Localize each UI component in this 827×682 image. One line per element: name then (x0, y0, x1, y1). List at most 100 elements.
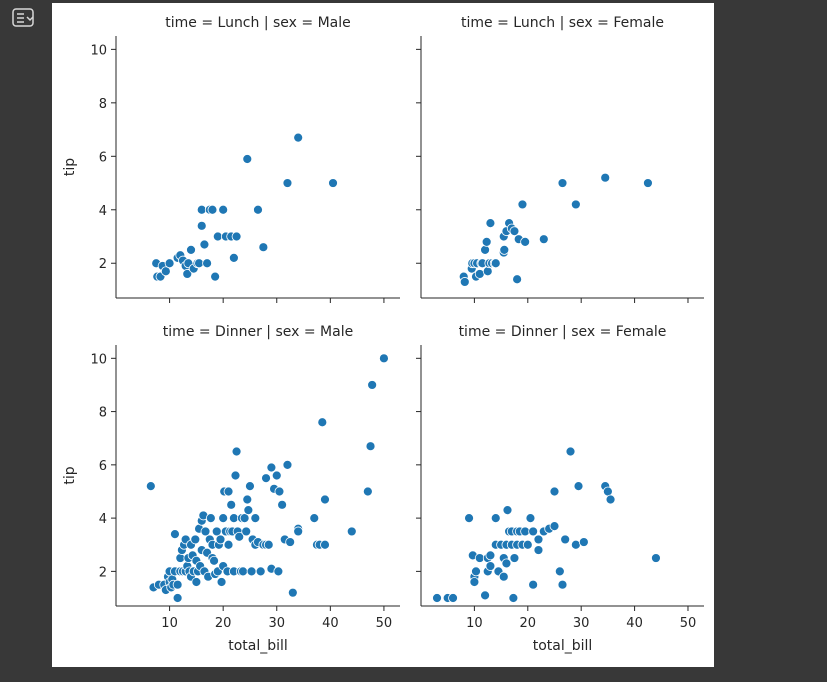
scatter-point (565, 446, 576, 457)
scatter-point (557, 579, 568, 590)
scatter-point (200, 526, 211, 537)
scatter-point (215, 534, 226, 545)
y-tick-label: 8 (99, 97, 107, 112)
scatter-point (231, 231, 242, 242)
scatter-point (362, 486, 373, 497)
scatter-point (557, 178, 568, 188)
scatter-point (379, 353, 389, 364)
facet-title: time = Dinner | sex = Female (459, 324, 667, 340)
y-tick-label: 2 (99, 257, 107, 272)
scatter-point (573, 481, 584, 492)
scatter-point (234, 531, 245, 542)
scatter-point (218, 513, 229, 524)
scatter-point (202, 258, 212, 269)
scatter-point (218, 204, 229, 215)
scatter-point (317, 417, 328, 428)
facet-panel: time = Dinner | sex = Male 2 4 6 8 10 10 20 30 40… (62, 324, 400, 654)
scatter-point (271, 470, 282, 481)
scatter-point (482, 266, 493, 277)
scatter-point (570, 199, 581, 210)
scatter-point (480, 244, 490, 255)
scatter-point (282, 459, 293, 470)
scatter-point (238, 566, 248, 577)
scatter-point (464, 513, 474, 524)
scatter-point (250, 513, 261, 524)
scatter-point (228, 252, 239, 263)
scatter-point (190, 534, 201, 545)
scatter-point (501, 558, 512, 569)
cell-output-gutter (0, 0, 52, 682)
scatter-point (223, 486, 234, 497)
scatter-point (207, 204, 218, 215)
scatter-point (528, 579, 539, 590)
y-axis-label: tip (62, 466, 78, 484)
scatter-point (481, 236, 492, 247)
scatter-point (554, 566, 565, 577)
scatter-point (469, 577, 480, 587)
scatter-point (241, 526, 252, 537)
scatter-point (520, 236, 531, 247)
scatter-point (210, 271, 221, 282)
scatter-point (538, 234, 549, 245)
facet-title: time = Lunch | sex = Female (461, 15, 664, 31)
scatter-point (246, 566, 257, 577)
scatter-point (172, 579, 183, 590)
scatter-point (533, 534, 544, 545)
scatter-point (528, 526, 539, 537)
scatter-point (502, 505, 513, 516)
scatter-point (255, 566, 266, 577)
facet-title: time = Lunch | sex = Male (165, 15, 351, 31)
scatter-point (459, 277, 470, 287)
y-tick-label: 8 (99, 406, 107, 421)
scatter-point (274, 486, 285, 497)
scatter-point (293, 526, 304, 537)
scatter-point (448, 593, 458, 603)
scatter-point (226, 499, 237, 510)
scatter-point (533, 545, 544, 555)
scatter-point (651, 553, 661, 563)
scatter-point (498, 571, 509, 582)
scatter-point (216, 577, 227, 587)
y-tick-label: 4 (99, 512, 107, 527)
x-tick-label: 10 (466, 616, 483, 631)
scatter-point (223, 539, 234, 550)
scatter-point (320, 494, 330, 505)
facet-panel: time = Dinner | sex = Female 10 20 30 40 50 to… (416, 324, 704, 654)
scatter-point (263, 539, 274, 550)
scatter-point (560, 534, 571, 545)
scatter-point (282, 178, 293, 188)
scatter-point (285, 537, 296, 547)
scatter-point (205, 513, 216, 524)
scatter-point (245, 481, 255, 492)
scatter-point (182, 269, 193, 279)
x-axis-label: total_bill (228, 638, 288, 654)
scatter-point (365, 441, 376, 452)
facet-title: time = Dinner | sex = Male (163, 324, 353, 340)
output-options-icon[interactable] (12, 8, 36, 28)
x-tick-label: 30 (268, 616, 285, 631)
scatter-point (320, 539, 330, 550)
scatter-point (160, 266, 171, 277)
y-tick-label: 10 (90, 43, 107, 58)
scatter-point (293, 132, 304, 143)
x-tick-label: 40 (626, 616, 643, 631)
scatter-point (509, 553, 520, 563)
scatter-point (309, 513, 320, 524)
y-tick-label: 6 (99, 459, 107, 474)
scatter-point (485, 218, 496, 229)
scatter-point (643, 178, 653, 188)
x-tick-label: 20 (520, 616, 537, 631)
x-tick-label: 50 (680, 616, 697, 631)
scatter-point (145, 481, 156, 492)
scatter-point (508, 593, 519, 603)
scatter-point (199, 239, 210, 250)
scatter-point (549, 521, 560, 532)
scatter-point (164, 258, 175, 269)
scatter-point (209, 555, 219, 566)
facet-panel: time = Lunch | sex = Female (416, 15, 704, 303)
x-tick-label: 30 (573, 616, 590, 631)
x-tick-label: 10 (161, 616, 178, 631)
scatter-point (242, 154, 253, 164)
scatter-point (367, 380, 378, 390)
scatter-point (485, 550, 496, 561)
